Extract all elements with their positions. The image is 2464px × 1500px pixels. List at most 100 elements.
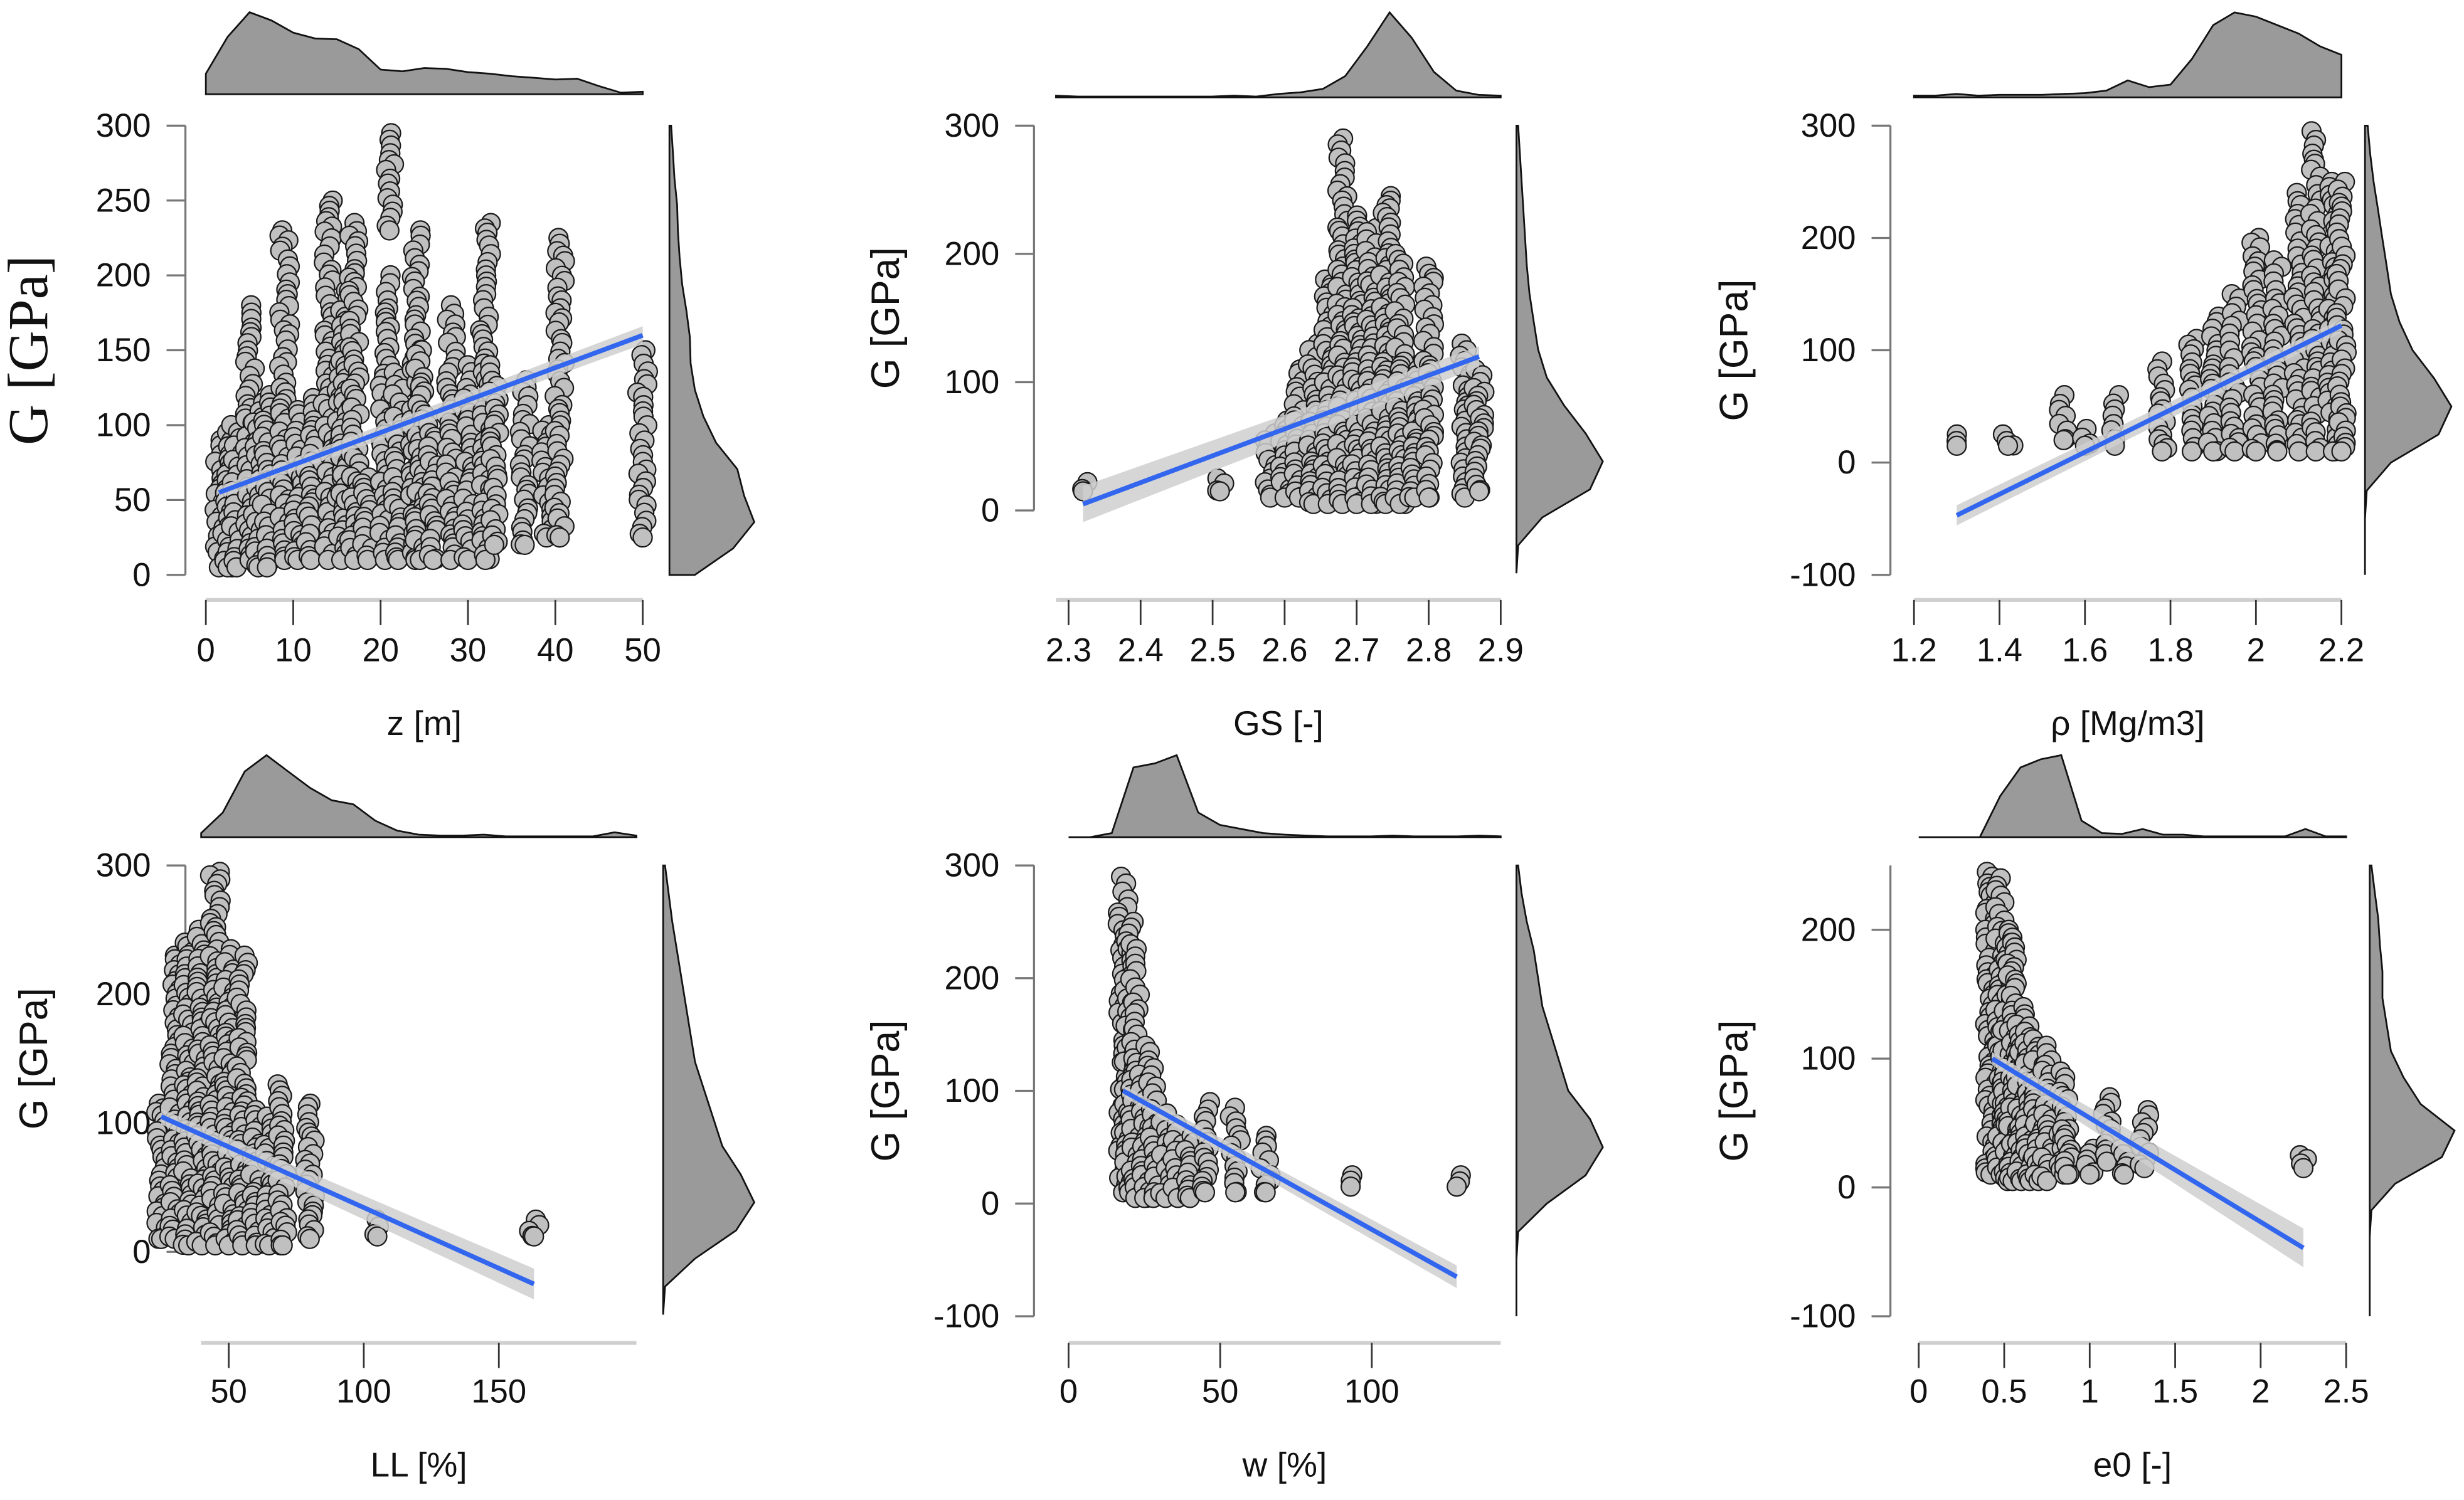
y-tick-label: 200: [96, 976, 151, 1013]
x-tick-label: 1.2: [1891, 631, 1937, 668]
data-point: [2053, 430, 2074, 450]
x-axis-label: LL [%]: [371, 1445, 467, 1484]
data-point: [1997, 435, 2019, 456]
data-point: [1209, 481, 1230, 502]
y-tick-label: 300: [1801, 107, 1856, 144]
y-tick-label: 200: [1801, 219, 1856, 256]
data-point: [272, 1235, 293, 1256]
data-point: [550, 527, 570, 548]
y-tick-label: 100: [96, 406, 151, 443]
x-marginal-density: [1913, 11, 2342, 98]
y-tick-label: 0: [1837, 444, 1856, 481]
data-point: [2293, 1158, 2314, 1178]
data-point: [299, 1228, 320, 1249]
x-tick-label: 2.8: [1406, 631, 1452, 668]
x-tick-label: 1: [2081, 1373, 2099, 1410]
y-tick-label: 250: [96, 182, 151, 219]
x-tick-label: 2.6: [1261, 631, 1307, 668]
data-points: [1107, 866, 1471, 1208]
x-tick-label: 10: [275, 631, 312, 668]
x-tick-label: 1.8: [2147, 631, 2193, 668]
data-point: [2267, 441, 2288, 462]
x-marginal-density: [204, 11, 644, 95]
data-point: [2113, 1164, 2135, 1185]
data-point: [1194, 1182, 1216, 1203]
x-marginal-density: [1055, 11, 1502, 98]
data-point: [2181, 441, 2202, 462]
regression-line: [1990, 1056, 2305, 1250]
y-tick-label: 0: [132, 556, 151, 593]
y-tick-label: 100: [1801, 1040, 1856, 1077]
y-tick-label: 300: [96, 847, 151, 884]
y-tick-label: 100: [1801, 332, 1856, 369]
y-tick-label: 300: [944, 847, 999, 884]
x-marginal-density: [1068, 754, 1502, 838]
y-axis-label: G [GPa]: [864, 247, 908, 389]
y-tick-label: 0: [132, 1233, 151, 1270]
x-tick-label: 100: [1344, 1373, 1399, 1410]
y-axis-label: G [GPa]: [1713, 279, 1756, 421]
data-point: [1946, 435, 1967, 456]
data-point: [379, 220, 400, 241]
y-axis-label: G [GPa]: [0, 255, 60, 445]
data-point: [2288, 441, 2309, 462]
y-marginal-density: [1516, 124, 1604, 574]
regression-line: [1955, 323, 2343, 518]
data-point: [2246, 441, 2266, 462]
y-axis-label: G [GPa]: [864, 1020, 908, 1161]
data-point: [2305, 441, 2326, 462]
y-tick-label: 200: [1801, 911, 1856, 948]
scatter-panel-5: -100 0 100 200 300 0 50 100 w [%] G [GPa]: [864, 754, 1604, 1484]
data-point: [423, 549, 443, 571]
x-tick-label: 2.9: [1478, 631, 1524, 668]
x-tick-label: 1.4: [1977, 631, 2022, 668]
x-tick-label: 2.4: [1118, 631, 1164, 668]
data-point: [484, 534, 505, 556]
y-tick-label: 0: [1837, 1169, 1856, 1206]
y-tick-label: -100: [1790, 1297, 1856, 1334]
data-point: [1340, 1176, 1361, 1197]
y-marginal-density: [662, 864, 756, 1315]
y-tick-label: -100: [933, 1297, 999, 1334]
data-point: [1418, 487, 1439, 508]
data-point: [524, 1226, 544, 1247]
y-tick-label: 0: [981, 492, 999, 529]
regression-line: [218, 333, 644, 495]
data-point: [2152, 441, 2172, 462]
x-tick-label: 50: [1202, 1373, 1239, 1410]
regression-line: [1082, 354, 1480, 507]
x-axis-label: z [m]: [387, 704, 462, 742]
data-point: [257, 557, 277, 578]
x-tick-label: 100: [336, 1373, 391, 1410]
data-point: [632, 527, 653, 548]
x-tick-label: 1.6: [2062, 631, 2108, 668]
data-point: [2057, 1164, 2078, 1185]
x-tick-label: 0.5: [1981, 1373, 2027, 1410]
data-points: [1946, 121, 2357, 462]
x-axis-label: ρ [Mg/m3]: [2051, 704, 2205, 742]
x-tick-label: 1.5: [2152, 1373, 2198, 1410]
x-axis-label: GS [-]: [1233, 704, 1324, 742]
y-tick-label: 100: [944, 364, 999, 401]
regression-line: [1122, 1089, 1458, 1279]
y-tick-label: 200: [96, 257, 151, 294]
confidence-band: [1083, 346, 1480, 522]
x-tick-label: 2: [2251, 1373, 2270, 1410]
x-tick-label: 0: [197, 631, 215, 668]
x-tick-label: 2: [2247, 631, 2265, 668]
data-point: [2203, 441, 2224, 462]
x-tick-label: 0: [1909, 1373, 1928, 1410]
x-tick-label: 2.3: [1046, 631, 1091, 668]
y-tick-label: 150: [96, 332, 151, 369]
data-point: [367, 1226, 388, 1247]
data-points: [1975, 862, 2317, 1191]
scatter-panel-2: 0 100 200 300 2.3 2.4 2.5 2.6 2.7 2.8 2.9 GS [-] G […: [864, 11, 1604, 742]
x-marginal-density: [200, 754, 637, 838]
x-tick-label: 50: [624, 631, 661, 668]
x-tick-label: 2.2: [2318, 631, 2364, 668]
x-tick-label: 2.5: [1190, 631, 1236, 668]
data-point: [1255, 1182, 1276, 1203]
x-tick-label: 50: [210, 1373, 247, 1410]
data-point: [2079, 1164, 2100, 1185]
